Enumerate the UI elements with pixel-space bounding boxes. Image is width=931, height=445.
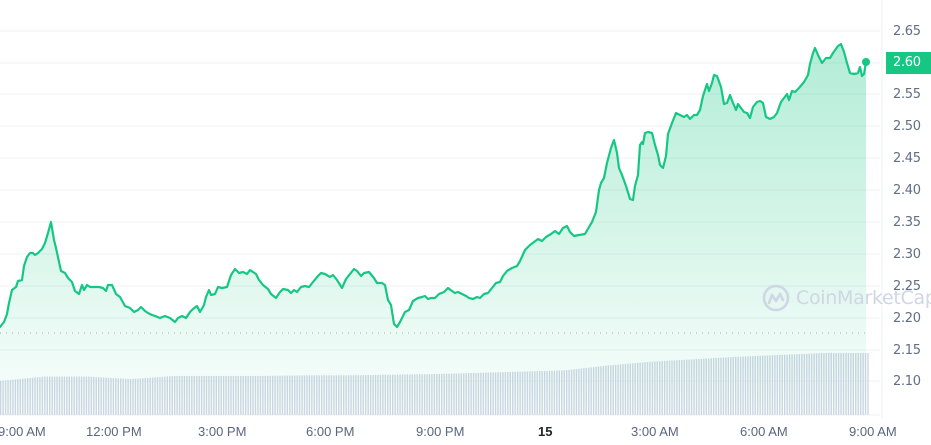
x-axis-label: 3:00 PM bbox=[198, 424, 247, 439]
y-axis-label: 2.65 bbox=[893, 24, 921, 39]
x-axis-label: 3:00 AM bbox=[631, 424, 679, 439]
coinmarketcap-watermark: CoinMarketCap bbox=[762, 284, 931, 312]
y-axis-label: 2.45 bbox=[893, 151, 921, 166]
y-axis-label: 2.35 bbox=[893, 215, 921, 230]
price-area-fill bbox=[0, 44, 866, 415]
x-axis-label: 9:00 AM bbox=[849, 424, 897, 439]
x-axis-label: 6:00 AM bbox=[740, 424, 788, 439]
x-axis-label: 9:00 PM bbox=[416, 424, 465, 439]
watermark-text: CoinMarketCap bbox=[796, 287, 931, 309]
y-axis-label: 2.55 bbox=[893, 87, 921, 102]
y-axis-label: 2.20 bbox=[893, 311, 921, 326]
y-axis-label: 2.40 bbox=[893, 183, 921, 198]
y-axis-label: 2.30 bbox=[893, 247, 921, 262]
y-axis-label: 2.10 bbox=[893, 374, 921, 389]
x-axis-date-label: 15 bbox=[538, 424, 553, 439]
coinmarketcap-logo-icon bbox=[762, 284, 790, 312]
current-price-badge: 2.60 bbox=[886, 52, 931, 74]
y-axis-label: 2.25 bbox=[893, 279, 921, 294]
x-axis-label: 9:00 AM bbox=[0, 424, 46, 439]
price-line bbox=[0, 42, 868, 329]
y-axis-label: 2.15 bbox=[893, 343, 921, 358]
x-axis-label: 6:00 PM bbox=[306, 424, 355, 439]
current-price-dot bbox=[862, 58, 870, 66]
y-axis-label: 2.50 bbox=[893, 119, 921, 134]
x-axis-label: 12:00 PM bbox=[86, 424, 142, 439]
